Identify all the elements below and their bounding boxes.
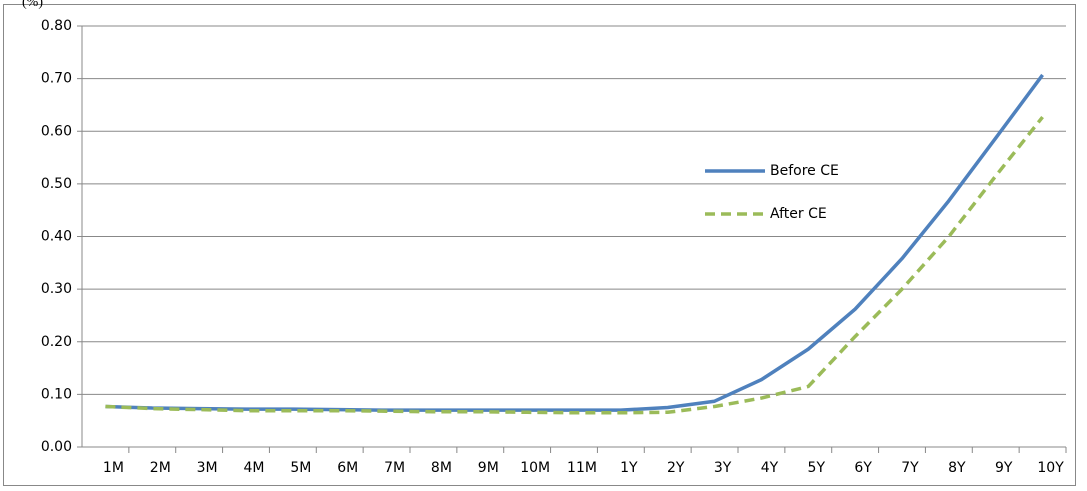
y-axis-label: (%) <box>22 0 43 10</box>
x-tick-label: 9M <box>478 460 499 476</box>
y-tick-label: 0.60 <box>41 123 72 139</box>
x-tick-label: 7M <box>384 460 405 476</box>
y-tick-label: 0.80 <box>41 18 72 34</box>
chart-frame <box>3 4 1076 486</box>
x-tick-label: 11M <box>567 460 597 476</box>
x-tick-label: 3M <box>197 460 218 476</box>
line-series <box>105 73 1044 412</box>
x-tick-label: 9Y <box>995 460 1013 476</box>
x-tick-label: 5Y <box>808 460 826 476</box>
x-tick-label: 8Y <box>948 460 966 476</box>
x-tick-label: 6Y <box>854 460 872 476</box>
x-tick-label: 1Y <box>620 460 638 476</box>
y-tick-label: 0.30 <box>41 281 72 297</box>
y-tick-label: 0.20 <box>41 334 72 350</box>
x-tick-label: 10Y <box>1037 460 1064 476</box>
legend-label: Before CE <box>770 163 839 179</box>
x-tick-label: 5M <box>290 460 311 476</box>
y-tick-label: 0.00 <box>41 439 72 455</box>
x-tick-label: 6M <box>337 460 358 476</box>
x-tick-label: 1M <box>103 460 124 476</box>
legend-label: After CE <box>770 206 827 222</box>
x-tick-label: 10M <box>520 460 550 476</box>
x-tick-label: 3Y <box>714 460 732 476</box>
x-tick-label: 2Y <box>667 460 685 476</box>
y-tick-label: 0.40 <box>41 229 72 245</box>
y-tick-label: 0.10 <box>41 386 72 402</box>
x-tick-label: 2M <box>150 460 171 476</box>
x-tick-label: 4Y <box>761 460 779 476</box>
x-tick-label: 7Y <box>901 460 919 476</box>
line-series <box>105 115 1044 415</box>
y-tick-label: 0.70 <box>41 71 72 87</box>
x-tick-label: 4M <box>244 460 265 476</box>
x-tick-label: 8M <box>431 460 452 476</box>
y-tick-label: 0.50 <box>41 176 72 192</box>
